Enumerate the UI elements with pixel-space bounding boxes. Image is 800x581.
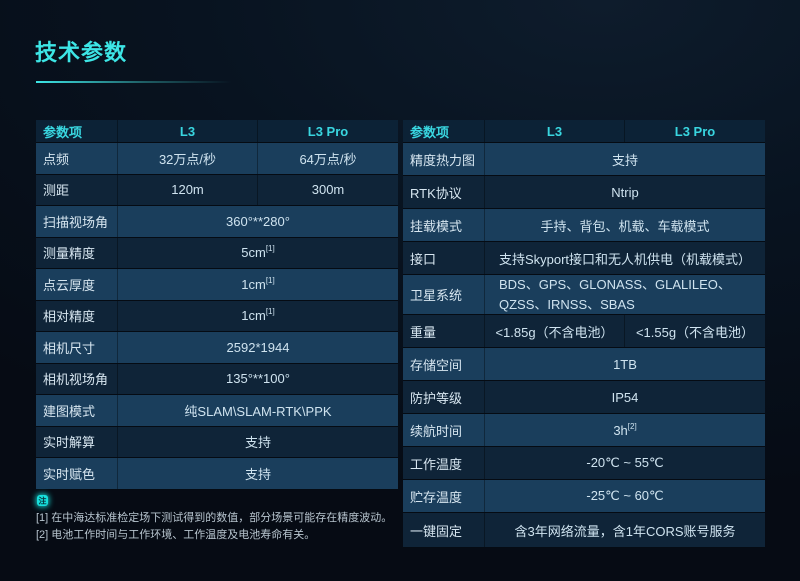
svg-text:注: 注: [39, 496, 47, 506]
